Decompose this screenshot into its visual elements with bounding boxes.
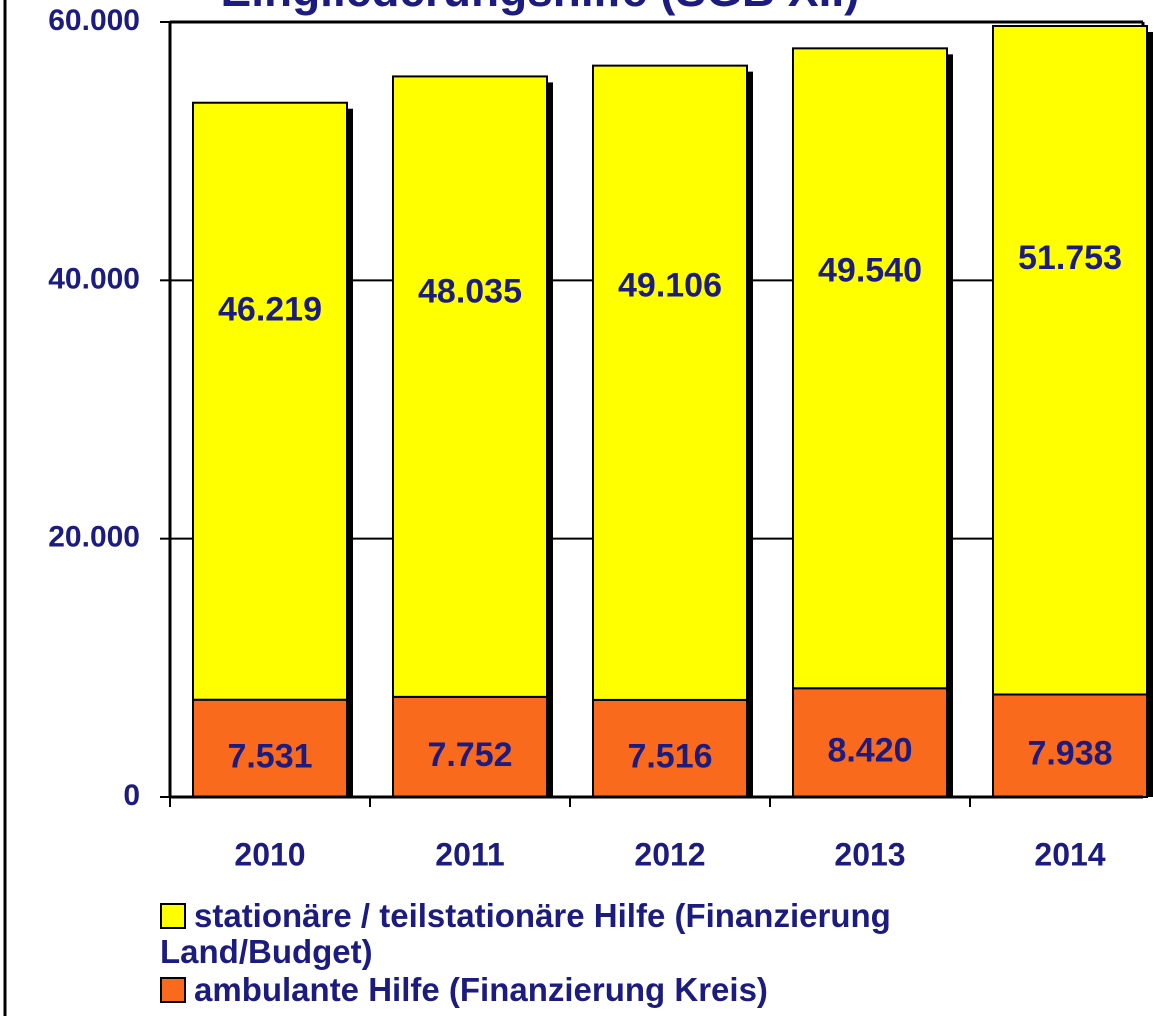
x-tick-label: 2013 [834, 836, 905, 872]
value-label: 48.035 [418, 273, 522, 311]
y-tick-label: 60.000 [48, 4, 140, 37]
value-label: 7.531 [227, 737, 312, 775]
value-label: 46.219 [218, 291, 322, 329]
chart-title: Eingliederungshilfe (SGB XII) [221, 0, 860, 16]
bar-segment [392, 75, 548, 698]
value-label: 7.938 [1027, 735, 1112, 773]
x-tick-label: 2010 [234, 836, 305, 872]
value-label: 8.420 [827, 732, 912, 770]
value-label: 49.540 [818, 251, 922, 289]
x-tick-label: 2012 [634, 836, 705, 872]
legend-label: ambulante Hilfe (Finanzierung Kreis) [194, 971, 768, 1008]
value-label: 49.106 [618, 267, 722, 305]
legend-item: ambulante Hilfe (Finanzierung Kreis) [160, 972, 1040, 1008]
value-label: 7.516 [627, 737, 712, 775]
bar-segment [592, 64, 748, 701]
bar-segment [992, 693, 1148, 799]
bar-segment [992, 24, 1148, 696]
bar-segment [192, 698, 348, 799]
value-label: 7.752 [427, 736, 512, 774]
bar-segment [192, 101, 348, 701]
bar-segment [792, 47, 948, 690]
x-tick-label: 2011 [435, 836, 504, 872]
bar-segment [592, 698, 748, 798]
x-tick-label: 2014 [1034, 836, 1105, 872]
y-tick-label: 0 [123, 779, 140, 812]
y-tick-label: 40.000 [48, 262, 140, 295]
value-label: 51.753 [1018, 239, 1122, 277]
legend-item: stationäre / teilstationäre Hilfe (Finan… [160, 898, 1040, 970]
legend-swatch [160, 977, 186, 1003]
legend-swatch [160, 903, 186, 929]
y-tick-label: 20.000 [48, 521, 140, 554]
bar-segment [792, 687, 948, 798]
legend-label: stationäre / teilstationäre Hilfe (Finan… [160, 897, 891, 970]
